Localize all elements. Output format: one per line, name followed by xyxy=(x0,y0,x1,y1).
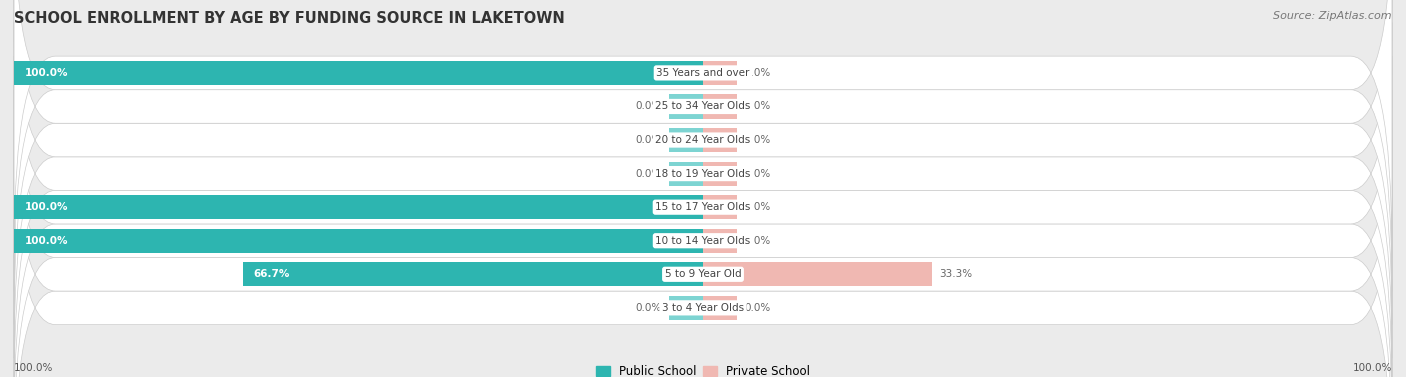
Bar xyxy=(703,61,738,85)
Bar xyxy=(669,94,703,118)
Bar xyxy=(14,195,703,219)
Text: 100.0%: 100.0% xyxy=(24,202,67,212)
Text: 100.0%: 100.0% xyxy=(1353,363,1392,373)
Bar xyxy=(14,228,703,253)
FancyBboxPatch shape xyxy=(14,123,1392,377)
Text: 18 to 19 Year Olds: 18 to 19 Year Olds xyxy=(655,169,751,179)
Bar xyxy=(703,262,932,287)
FancyBboxPatch shape xyxy=(14,56,1392,377)
Text: 0.0%: 0.0% xyxy=(744,303,770,313)
Bar xyxy=(14,61,703,85)
Text: 0.0%: 0.0% xyxy=(744,169,770,179)
FancyBboxPatch shape xyxy=(14,0,1392,325)
FancyBboxPatch shape xyxy=(14,0,1392,257)
Text: 0.0%: 0.0% xyxy=(744,68,770,78)
Text: 0.0%: 0.0% xyxy=(636,135,662,145)
Text: 15 to 17 Year Olds: 15 to 17 Year Olds xyxy=(655,202,751,212)
Text: 3 to 4 Year Olds: 3 to 4 Year Olds xyxy=(662,303,744,313)
Text: 20 to 24 Year Olds: 20 to 24 Year Olds xyxy=(655,135,751,145)
Text: 0.0%: 0.0% xyxy=(636,303,662,313)
Bar xyxy=(703,161,738,186)
Text: 100.0%: 100.0% xyxy=(24,68,67,78)
FancyBboxPatch shape xyxy=(14,23,1392,377)
FancyBboxPatch shape xyxy=(14,0,1392,358)
Text: 0.0%: 0.0% xyxy=(744,135,770,145)
Text: 0.0%: 0.0% xyxy=(636,169,662,179)
Text: 100.0%: 100.0% xyxy=(14,363,53,373)
Bar xyxy=(669,296,703,320)
Bar xyxy=(243,262,703,287)
Text: 66.7%: 66.7% xyxy=(254,269,290,279)
Legend: Public School, Private School: Public School, Private School xyxy=(591,360,815,377)
Bar xyxy=(669,128,703,152)
Text: 25 to 34 Year Olds: 25 to 34 Year Olds xyxy=(655,101,751,112)
Text: 10 to 14 Year Olds: 10 to 14 Year Olds xyxy=(655,236,751,246)
Text: 0.0%: 0.0% xyxy=(744,101,770,112)
Bar xyxy=(669,161,703,186)
Text: 0.0%: 0.0% xyxy=(636,101,662,112)
Text: 0.0%: 0.0% xyxy=(744,236,770,246)
Bar xyxy=(703,228,738,253)
Text: 0.0%: 0.0% xyxy=(744,202,770,212)
Text: 35 Years and over: 35 Years and over xyxy=(657,68,749,78)
Text: 100.0%: 100.0% xyxy=(24,236,67,246)
Bar xyxy=(703,128,738,152)
FancyBboxPatch shape xyxy=(14,90,1392,377)
Bar xyxy=(703,94,738,118)
FancyBboxPatch shape xyxy=(14,0,1392,291)
Text: Source: ZipAtlas.com: Source: ZipAtlas.com xyxy=(1274,11,1392,21)
Bar xyxy=(703,296,738,320)
Text: SCHOOL ENROLLMENT BY AGE BY FUNDING SOURCE IN LAKETOWN: SCHOOL ENROLLMENT BY AGE BY FUNDING SOUR… xyxy=(14,11,565,26)
Text: 5 to 9 Year Old: 5 to 9 Year Old xyxy=(665,269,741,279)
Bar xyxy=(703,195,738,219)
Text: 33.3%: 33.3% xyxy=(939,269,973,279)
